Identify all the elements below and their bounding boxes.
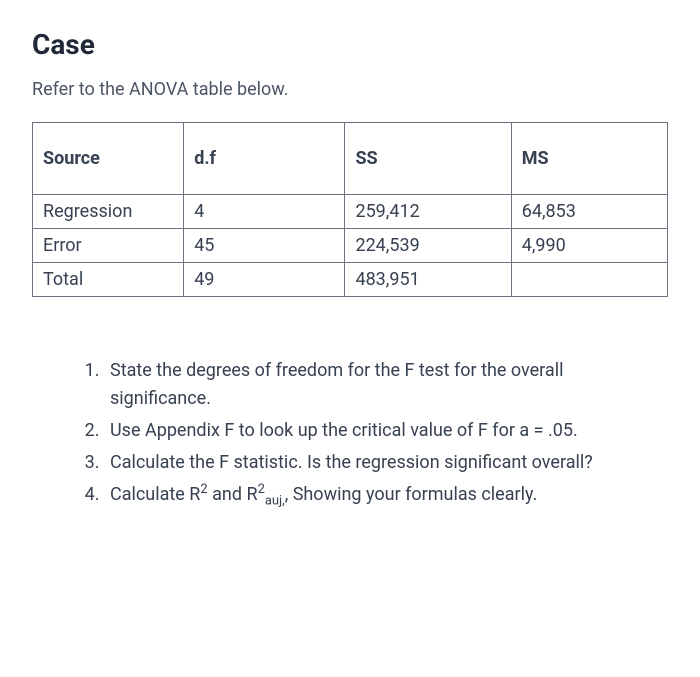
cell-source: Regression [33, 195, 184, 229]
cell-ss: 483,951 [345, 263, 511, 297]
cell-source: Total [33, 263, 184, 297]
table-row: Error 45 224,539 4,990 [33, 229, 668, 263]
cell-ms [511, 263, 667, 297]
cell-ss: 224,539 [345, 229, 511, 263]
col-header-source: Source [33, 123, 184, 195]
table-header-row: Source d.f SS MS [33, 123, 668, 195]
cell-ss: 259,412 [345, 195, 511, 229]
q4-text-prefix: Calculate R [110, 484, 200, 505]
q4-superscript-2: 2 [258, 482, 265, 497]
table-row: Regression 4 259,412 64,853 [33, 195, 668, 229]
cell-df: 4 [184, 195, 345, 229]
cell-ms: 4,990 [511, 229, 667, 263]
table-row: Total 49 483,951 [33, 263, 668, 297]
q4-superscript-1: 2 [200, 482, 207, 497]
col-header-ss: SS [345, 123, 511, 195]
questions-list: State the degrees of freedom for the F t… [32, 357, 668, 508]
col-header-df: d.f [184, 123, 345, 195]
cell-df: 45 [184, 229, 345, 263]
question-4: Calculate R2 and R2auj,, Showing your fo… [104, 481, 648, 509]
question-1: State the degrees of freedom for the F t… [104, 357, 648, 413]
question-3: Calculate the F statistic. Is the regres… [104, 449, 648, 477]
q4-subscript: auj, [265, 493, 285, 508]
cell-ms: 64,853 [511, 195, 667, 229]
cell-source: Error [33, 229, 184, 263]
case-title: Case [32, 28, 668, 61]
col-header-ms: MS [511, 123, 667, 195]
anova-table: Source d.f SS MS Regression 4 259,412 64… [32, 122, 668, 297]
subtitle: Refer to the ANOVA table below. [32, 79, 668, 100]
q4-text-suffix: , Showing your formulas clearly. [285, 484, 538, 505]
question-2: Use Appendix F to look up the critical v… [104, 417, 648, 445]
q4-text-mid: and R [208, 484, 258, 505]
cell-df: 49 [184, 263, 345, 297]
